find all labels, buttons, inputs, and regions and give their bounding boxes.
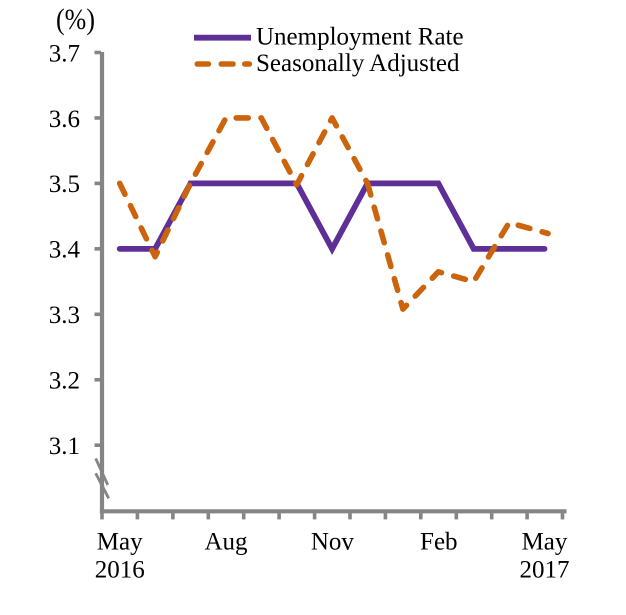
svg-text:3.2: 3.2 <box>49 368 80 395</box>
svg-text:3.5: 3.5 <box>49 171 80 198</box>
svg-text:3.4: 3.4 <box>49 237 81 264</box>
svg-text:3.3: 3.3 <box>49 302 80 329</box>
svg-text:3.6: 3.6 <box>49 106 80 133</box>
svg-text:3.1: 3.1 <box>49 433 80 460</box>
svg-text:Aug: Aug <box>204 529 248 556</box>
svg-text:(%): (%) <box>56 3 95 36</box>
svg-text:May: May <box>522 529 568 556</box>
svg-text:3.7: 3.7 <box>49 40 80 67</box>
svg-text:2016: 2016 <box>95 557 145 584</box>
svg-text:Feb: Feb <box>420 529 458 556</box>
svg-text:Unemployment Rate: Unemployment Rate <box>256 24 464 51</box>
svg-text:May: May <box>97 529 143 556</box>
svg-text:Nov: Nov <box>311 529 355 556</box>
svg-text:2017: 2017 <box>520 557 570 584</box>
svg-text:Seasonally Adjusted: Seasonally Adjusted <box>256 50 460 77</box>
